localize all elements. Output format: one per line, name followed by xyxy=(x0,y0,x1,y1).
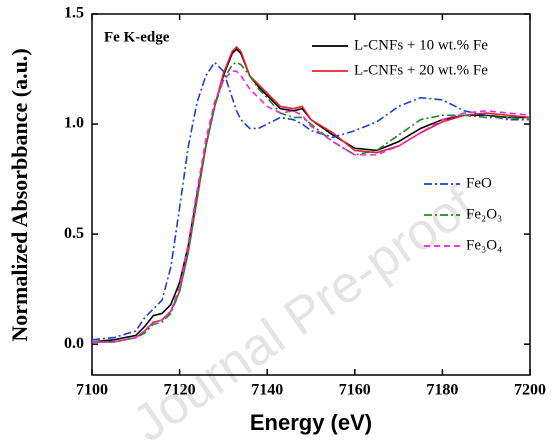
line-series xyxy=(91,61,530,341)
legend-label: L-CNFs + 20 wt.% Fe xyxy=(354,62,488,78)
y-tick-label: 1.5 xyxy=(64,5,84,22)
plot-frame xyxy=(91,13,531,376)
x-tick-label: 7120 xyxy=(164,382,196,399)
legend-label: Fe₂O₃ xyxy=(466,206,502,222)
x-axis-label: Energy (eV) xyxy=(250,410,372,435)
legend-label: L-CNFs + 10 wt.% Fe xyxy=(354,37,488,53)
x-tick-label: 7180 xyxy=(426,382,458,399)
x-tick-label: 7160 xyxy=(339,382,371,399)
x-tick-label: 7200 xyxy=(514,382,546,399)
x-tick-label: 7100 xyxy=(76,382,108,399)
y-tick-label: 0.5 xyxy=(64,225,84,242)
x-tick-label: 7140 xyxy=(251,382,283,399)
annotation: Fe K-edge xyxy=(104,29,170,45)
line-series xyxy=(92,70,531,343)
y-tick-label: 1.0 xyxy=(64,115,84,132)
legend-label: FeO xyxy=(466,175,492,191)
line-series xyxy=(92,61,531,343)
y-axis-label: Normalized Absorbbance (a.u.) xyxy=(7,48,32,341)
y-tick-label: 0.0 xyxy=(64,335,84,352)
legend-label: Fe₃O₄ xyxy=(466,237,502,253)
